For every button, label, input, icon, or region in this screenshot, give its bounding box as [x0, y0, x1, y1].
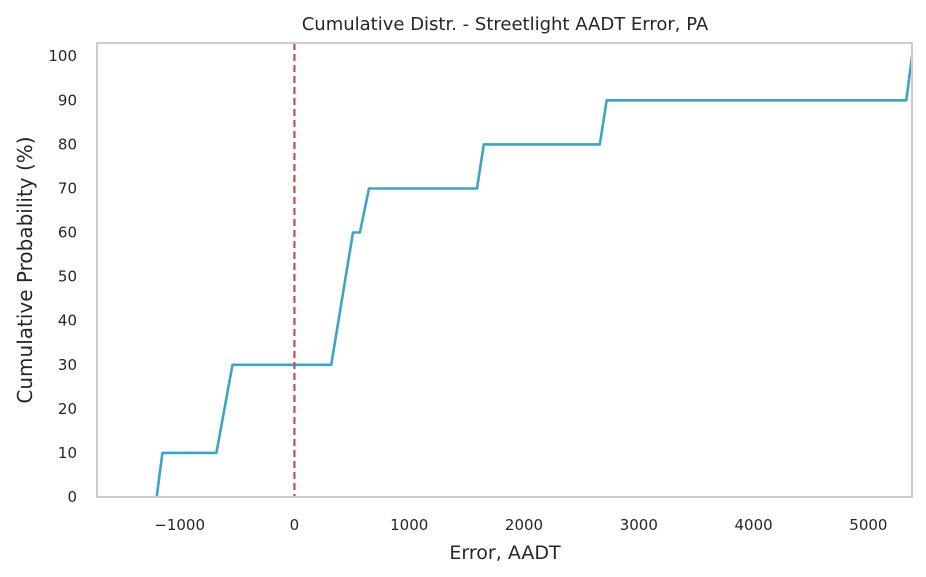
cdf-series-line: [155, 56, 914, 498]
y-tick-label: 60: [58, 224, 77, 242]
plot-frame: [96, 42, 913, 498]
y-tick-label: 80: [58, 135, 77, 153]
x-tick-label: 3000: [620, 516, 658, 534]
x-axis-ticks: −1000 0 1000 2000 3000 4000 5000: [154, 516, 887, 534]
y-tick-label: 10: [58, 444, 77, 462]
y-tick-label: 40: [58, 312, 77, 330]
plot-area: [155, 43, 914, 498]
chart-title: Cumulative Distr. - Streetlight AADT Err…: [302, 14, 709, 35]
y-axis-ticks: 0 10 20 30 40 50 60 70 80 90 100: [48, 47, 77, 506]
x-tick-label: 2000: [505, 516, 543, 534]
y-tick-label: 70: [58, 179, 77, 197]
y-tick-label: 50: [58, 268, 77, 286]
x-axis-label: Error, AADT: [449, 542, 561, 564]
y-tick-label: 100: [48, 47, 77, 65]
y-axis-label: Cumulative Probability (%): [13, 136, 37, 403]
x-tick-label: 4000: [734, 516, 772, 534]
y-tick-label: 0: [67, 488, 77, 506]
x-tick-label: 1000: [390, 516, 428, 534]
x-tick-label: 0: [290, 516, 300, 534]
x-tick-label: −1000: [154, 516, 205, 534]
x-tick-label: 5000: [849, 516, 887, 534]
y-tick-label: 90: [58, 91, 77, 109]
y-tick-label: 30: [58, 356, 77, 374]
y-tick-label: 20: [58, 400, 77, 418]
